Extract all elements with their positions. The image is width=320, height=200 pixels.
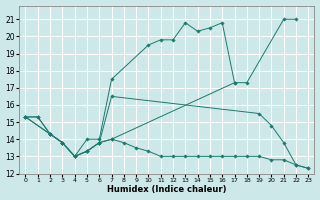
X-axis label: Humidex (Indice chaleur): Humidex (Indice chaleur) (107, 185, 227, 194)
